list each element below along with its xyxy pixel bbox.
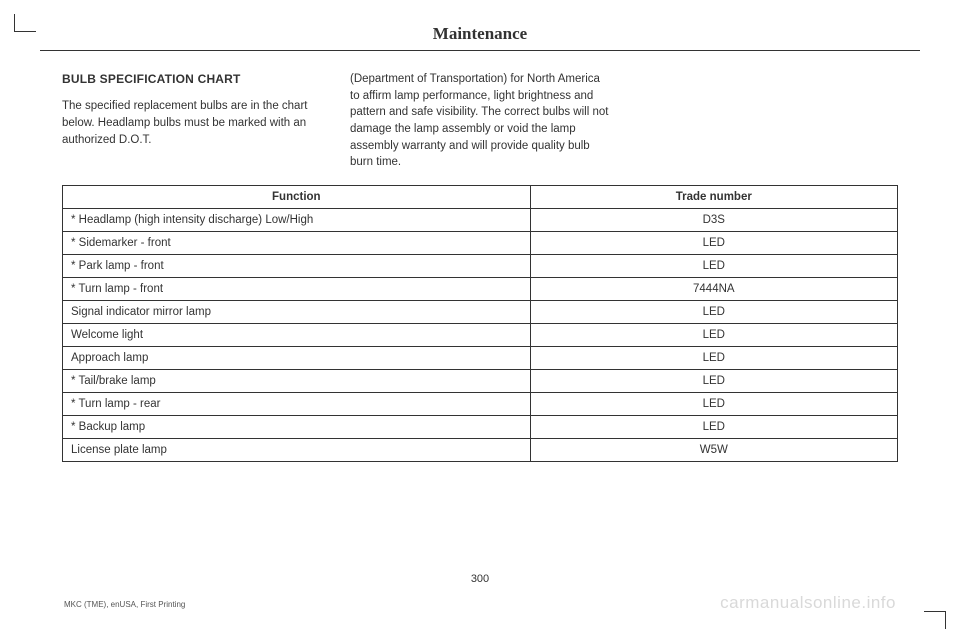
bulb-spec-table: Function Trade number * Headlamp (high i… [62,185,898,462]
page-title: Maintenance [40,24,920,44]
cell-function: * Turn lamp - front [63,278,531,301]
cell-trade-number: LED [530,232,897,255]
cell-function: Approach lamp [63,347,531,370]
cell-function: License plate lamp [63,439,531,462]
header-rule [40,50,920,51]
table-row: * Headlamp (high intensity discharge) Lo… [63,209,898,232]
table-row: Welcome lightLED [63,324,898,347]
cell-function: * Backup lamp [63,416,531,439]
table-row: Approach lampLED [63,347,898,370]
intro-paragraph-2: (Department of Transportation) for North… [350,71,610,171]
table-row: * Turn lamp - front7444NA [63,278,898,301]
intro-paragraph-1: The specified replacement bulbs are in t… [62,98,322,148]
th-trade-number: Trade number [530,186,897,209]
cell-trade-number: LED [530,255,897,278]
cell-function: * Turn lamp - rear [63,393,531,416]
table-row: Signal indicator mirror lampLED [63,301,898,324]
cell-function: * Headlamp (high intensity discharge) Lo… [63,209,531,232]
cell-function: * Tail/brake lamp [63,370,531,393]
table-row: * Park lamp - frontLED [63,255,898,278]
th-function: Function [63,186,531,209]
cell-trade-number: D3S [530,209,897,232]
table-row: * Backup lampLED [63,416,898,439]
crop-mark-top-left [14,14,36,32]
page-header: Maintenance [40,24,920,51]
cell-function: * Park lamp - front [63,255,531,278]
page-number: 300 [40,573,920,585]
cell-trade-number: LED [530,347,897,370]
table-row: * Turn lamp - rearLED [63,393,898,416]
cell-trade-number: LED [530,324,897,347]
cell-trade-number: LED [530,370,897,393]
cell-function: Signal indicator mirror lamp [63,301,531,324]
table-row: * Tail/brake lampLED [63,370,898,393]
cell-trade-number: 7444NA [530,278,897,301]
cell-trade-number: LED [530,393,897,416]
intro-column-1: BULB SPECIFICATION CHART The specified r… [62,71,322,171]
table-row: * Sidemarker - frontLED [63,232,898,255]
intro-column-3-empty [638,71,898,171]
imprint-line: MKC (TME), enUSA, First Printing [64,600,185,609]
page-content: Maintenance BULB SPECIFICATION CHART The… [40,18,920,625]
table-body: * Headlamp (high intensity discharge) Lo… [63,209,898,462]
watermark: carmanualsonline.info [720,593,896,613]
cell-trade-number: LED [530,416,897,439]
section-title: BULB SPECIFICATION CHART [62,71,322,88]
spec-table-wrapper: Function Trade number * Headlamp (high i… [40,185,920,462]
cell-trade-number: W5W [530,439,897,462]
cell-function: * Sidemarker - front [63,232,531,255]
crop-mark-bottom-right [924,611,946,629]
intro-columns: BULB SPECIFICATION CHART The specified r… [40,71,920,171]
cell-trade-number: LED [530,301,897,324]
table-row: License plate lampW5W [63,439,898,462]
cell-function: Welcome light [63,324,531,347]
table-header-row: Function Trade number [63,186,898,209]
intro-column-2: (Department of Transportation) for North… [350,71,610,171]
